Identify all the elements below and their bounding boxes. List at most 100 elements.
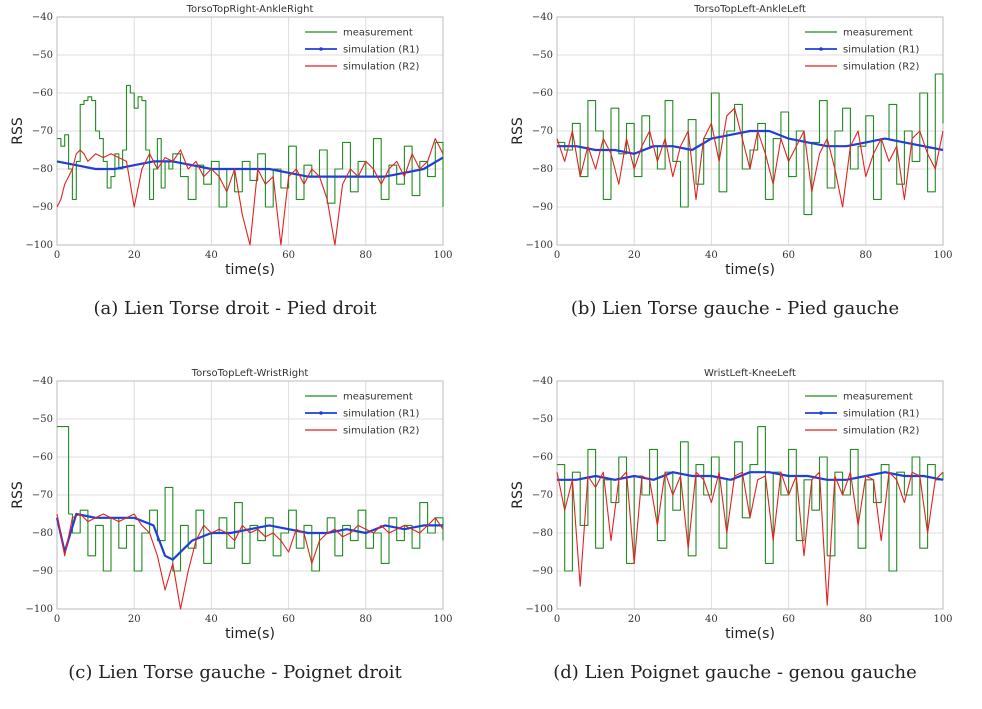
y-tick-label: −50 xyxy=(532,50,553,61)
simulation-r1-line xyxy=(56,156,444,178)
x-tick-label: 0 xyxy=(554,250,560,261)
x-tick-label: 40 xyxy=(205,250,218,261)
legend-label: simulation (R2) xyxy=(343,426,420,437)
simulation-r1-line xyxy=(557,471,944,481)
x-axis-label: time(s) xyxy=(725,262,775,278)
y-tick-label: −80 xyxy=(532,164,553,175)
x-tick-label: 40 xyxy=(705,614,718,625)
y-tick-label: −90 xyxy=(532,566,553,577)
x-tick-label: 20 xyxy=(628,614,641,625)
x-tick-label: 40 xyxy=(705,250,718,261)
y-tick-label: −100 xyxy=(26,604,53,615)
x-tick-label: 0 xyxy=(554,614,560,625)
y-axis-label: RSS xyxy=(10,117,26,145)
chart-panel-d: 0 20 40 60 80 100 −100 −90 −80 −70 −60 −50 −40 WristL… xyxy=(500,364,970,709)
y-tick-label: −90 xyxy=(532,202,553,213)
y-tick-label: −60 xyxy=(32,88,53,99)
measurement-line xyxy=(57,84,444,208)
y-axis-label: RSS xyxy=(510,117,526,145)
y-tick-label: −40 xyxy=(532,12,553,23)
legend-label: measurement xyxy=(843,392,913,403)
chart-title: WristLeft-KneeLeft xyxy=(704,368,796,379)
x-tick-label: 0 xyxy=(54,614,60,625)
y-tick-label: −70 xyxy=(32,126,53,137)
chart-panel-a: 0 20 40 60 80 100 −100 −90 −80 −70 −60 −50 −40 TorsoT… xyxy=(0,0,470,345)
legend-label: simulation (R2) xyxy=(343,62,420,73)
x-tick-label: 100 xyxy=(433,614,452,625)
y-tick-label: −40 xyxy=(532,376,553,387)
y-tick-label: −50 xyxy=(532,414,553,425)
chart-panel-c: 0 20 40 60 80 100 −100 −90 −80 −70 −60 −50 −40 TorsoT… xyxy=(0,364,470,709)
simulation-r2-line xyxy=(556,471,944,606)
x-tick-label: 80 xyxy=(359,614,372,625)
x-tick-label: 100 xyxy=(433,250,452,261)
legend-marker xyxy=(319,411,323,415)
y-tick-label: −80 xyxy=(532,528,553,539)
x-tick-label: 80 xyxy=(359,250,372,261)
chart-caption: (b) Lien Torse gauche - Pied gauche xyxy=(570,298,900,319)
plot-frame xyxy=(556,380,944,610)
simulation-r2-line xyxy=(56,513,444,610)
x-tick-label: 100 xyxy=(933,614,952,625)
y-axis-label: RSS xyxy=(10,481,26,509)
legend-label: simulation (R1) xyxy=(343,409,420,420)
x-axis-label: time(s) xyxy=(725,626,775,642)
y-tick-label: −70 xyxy=(532,490,553,501)
y-tick-label: −90 xyxy=(32,566,53,577)
x-tick-label: 80 xyxy=(859,614,872,625)
y-axis-label: RSS xyxy=(510,481,526,509)
y-tick-label: −70 xyxy=(532,126,553,137)
simulation-r1-line xyxy=(557,129,944,155)
legend-marker xyxy=(819,411,823,415)
x-tick-label: 60 xyxy=(782,250,795,261)
chart-caption: (c) Lien Torse gauche - Poignet droit xyxy=(68,662,402,683)
simulation-r2-line xyxy=(56,138,444,246)
x-axis-label: time(s) xyxy=(225,626,275,642)
y-tick-label: −50 xyxy=(32,414,53,425)
x-tick-label: 60 xyxy=(782,614,795,625)
legend-label: simulation (R1) xyxy=(343,45,420,56)
y-tick-label: −50 xyxy=(32,50,53,61)
x-tick-label: 0 xyxy=(54,250,60,261)
chart-title: TorsoTopLeft-WristRight xyxy=(191,368,309,379)
y-tick-label: −90 xyxy=(32,202,53,213)
legend-label: simulation (R2) xyxy=(843,426,920,437)
x-tick-label: 80 xyxy=(859,250,872,261)
y-tick-label: −60 xyxy=(532,452,553,463)
y-tick-label: −100 xyxy=(26,240,53,251)
y-tick-label: −60 xyxy=(532,88,553,99)
legend-label: measurement xyxy=(343,28,413,39)
legend-marker xyxy=(319,47,323,51)
y-tick-label: −40 xyxy=(32,376,53,387)
legend-label: measurement xyxy=(343,392,413,403)
legend-label: simulation (R2) xyxy=(843,62,920,73)
legend-label: simulation (R1) xyxy=(843,45,920,56)
y-tick-label: −80 xyxy=(32,164,53,175)
x-axis-label: time(s) xyxy=(225,262,275,278)
chart-caption: (d) Lien Poignet gauche - genou gauche xyxy=(553,662,917,683)
y-tick-label: −80 xyxy=(32,528,53,539)
x-tick-label: 60 xyxy=(282,614,295,625)
legend-label: simulation (R1) xyxy=(843,409,920,420)
chart-svg: 0 20 40 60 80 100 −100 −90 −80 −70 −60 −50 −40 WristL… xyxy=(510,368,953,642)
chart-title: TorsoTopRight-AnkleRight xyxy=(186,4,314,15)
chart-caption: (a) Lien Torse droit - Pied droit xyxy=(93,298,377,319)
simulation-r2-line xyxy=(556,107,944,208)
legend-label: measurement xyxy=(843,28,913,39)
y-tick-label: −70 xyxy=(32,490,53,501)
legend-marker xyxy=(819,47,823,51)
y-tick-label: −40 xyxy=(32,12,53,23)
x-tick-label: 60 xyxy=(282,250,295,261)
chart-svg: 0 20 40 60 80 100 −100 −90 −80 −70 −60 −50 −40 TorsoT… xyxy=(510,4,953,278)
x-tick-label: 20 xyxy=(128,250,141,261)
chart-svg: 0 20 40 60 80 100 −100 −90 −80 −70 −60 −50 −40 TorsoT… xyxy=(10,4,453,278)
y-tick-label: −100 xyxy=(526,604,553,615)
y-tick-label: −60 xyxy=(32,452,53,463)
plot-frame xyxy=(56,380,444,610)
y-tick-label: −100 xyxy=(526,240,553,251)
chart-title: TorsoTopLeft-AnkleLeft xyxy=(693,4,806,15)
chart-svg: 0 20 40 60 80 100 −100 −90 −80 −70 −60 −50 −40 TorsoT… xyxy=(10,368,453,642)
chart-panel-b: 0 20 40 60 80 100 −100 −90 −80 −70 −60 −50 −40 TorsoT… xyxy=(500,0,970,345)
x-tick-label: 20 xyxy=(628,250,641,261)
x-tick-label: 20 xyxy=(128,614,141,625)
